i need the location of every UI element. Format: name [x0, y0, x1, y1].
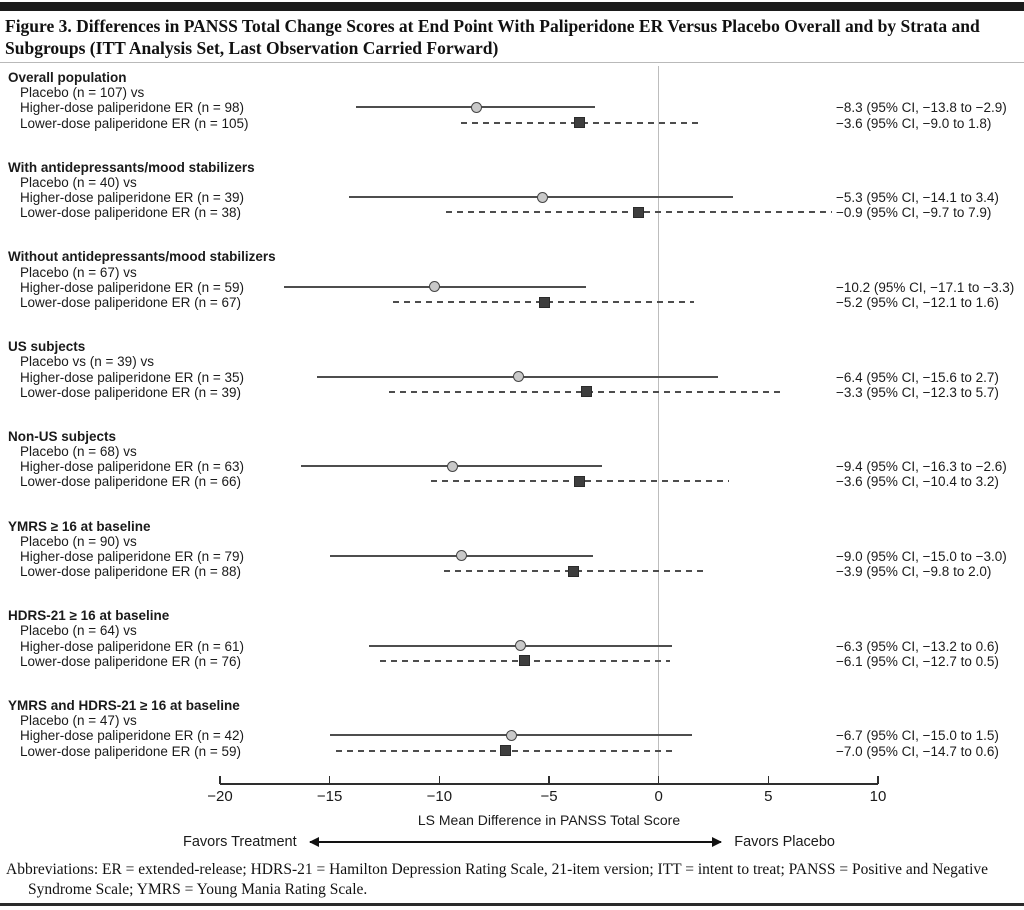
point-estimate-circle: [429, 281, 441, 293]
favors-placebo-label: Favors Placebo: [734, 834, 835, 850]
double-arrow-icon: [308, 837, 722, 846]
comparator-label: Placebo vs (n = 39) vs: [20, 354, 154, 370]
arm-label: Higher-dose paliperidone ER (n = 59): [20, 279, 245, 295]
group-header: With antidepressants/mood stabilizers: [8, 159, 255, 175]
point-estimate-circle: [512, 371, 524, 382]
axis-tick-label: 0: [654, 788, 663, 805]
point-estimate-square: [633, 206, 645, 218]
ci-value-label: −3.3 (95% CI, −12.3 to 5.7): [836, 384, 999, 400]
ci-value-label: −9.0 (95% CI, −15.0 to −3.0): [836, 548, 1007, 564]
ci-value-label: −6.1 (95% CI, −12.7 to 0.5): [836, 653, 999, 669]
arm-label: Lower-dose paliperidone ER (n = 105): [20, 115, 249, 131]
point-estimate-square: [574, 475, 586, 487]
arm-label: Higher-dose paliperidone ER (n = 79): [20, 548, 245, 564]
group-header: Overall population: [8, 70, 127, 85]
arm-label: Higher-dose paliperidone ER (n = 39): [20, 190, 245, 206]
arm-label: Lower-dose paliperidone ER (n = 38): [20, 205, 242, 221]
ci-value-label: −7.0 (95% CI, −14.7 to 0.6): [836, 743, 999, 759]
arm-label: Higher-dose paliperidone ER (n = 63): [20, 459, 245, 475]
point-estimate-circle: [455, 550, 467, 562]
axis-tick-label: −20: [207, 788, 233, 805]
axis-tick-label: 10: [869, 788, 887, 805]
point-estimate-square: [499, 745, 511, 756]
comparator-label: Placebo (n = 40) vs: [20, 174, 137, 190]
ci-value-label: −10.2 (95% CI, −17.1 to −3.3): [836, 279, 1015, 295]
point-estimate-square: [519, 655, 531, 667]
abbreviations-note: Abbreviations: ER = extended-release; HD…: [6, 861, 989, 898]
comparator-label: Placebo (n = 67) vs: [20, 264, 137, 280]
group-header: YMRS ≥ 16 at baseline: [8, 518, 151, 534]
comparator-label: Placebo (n = 90) vs: [20, 533, 137, 549]
group-header: US subjects: [8, 339, 86, 355]
ci-value-label: −8.3 (95% CI, −13.8 to −2.9): [836, 100, 1007, 116]
point-estimate-circle: [506, 729, 518, 741]
ci-value-label: −3.6 (95% CI, −10.4 to 3.2): [836, 474, 999, 490]
ci-value-label: −9.4 (95% CI, −16.3 to −2.6): [836, 459, 1007, 475]
arm-label: Lower-dose paliperidone ER (n = 59): [20, 743, 242, 759]
ci-value-label: −6.4 (95% CI, −15.6 to 2.7): [836, 369, 999, 385]
ci-value-label: −5.2 (95% CI, −12.1 to 1.6): [836, 295, 999, 310]
axis-tick: [767, 775, 770, 784]
title-divider: [0, 62, 1024, 63]
x-axis-title: LS Mean Difference in PANSS Total Score: [417, 812, 681, 828]
ci-value-label: −0.9 (95% CI, −9.7 to 7.9): [836, 205, 992, 221]
point-estimate-square: [567, 565, 579, 577]
group-header: Without antidepressants/mood stabilizers: [8, 249, 276, 265]
reference-line: [657, 66, 660, 783]
ci-value-label: −6.3 (95% CI, −13.2 to 0.6): [836, 638, 999, 654]
axis-tick-label: −5: [540, 788, 558, 805]
ci-value-label: −3.6 (95% CI, −9.0 to 1.8): [836, 115, 992, 131]
group-header: Non-US subjects: [8, 428, 117, 444]
ci-value-label: −6.7 (95% CI, −15.0 to 1.5): [836, 728, 999, 744]
axis-tick: [219, 775, 221, 784]
figure-title: Figure 3. Differences in PANSS Total Cha…: [5, 16, 980, 58]
comparator-label: Placebo (n = 64) vs: [20, 623, 137, 639]
point-estimate-circle: [536, 191, 548, 203]
comparator-label: Placebo (n = 107) vs: [20, 85, 145, 101]
axis-tick-label: −10: [426, 788, 453, 805]
arm-label: Lower-dose paliperidone ER (n = 66): [20, 474, 242, 490]
point-estimate-circle: [514, 640, 526, 652]
point-estimate-square: [539, 296, 551, 308]
favors-row: Favors Treatment Favors Placebo: [183, 834, 835, 850]
comparator-label: Placebo (n = 68) vs: [20, 444, 137, 459]
arm-label: Lower-dose paliperidone ER (n = 67): [20, 295, 242, 310]
axis-tick: [657, 775, 660, 784]
point-estimate-square: [574, 117, 586, 129]
arm-label: Higher-dose paliperidone ER (n = 98): [20, 100, 245, 116]
point-estimate-circle: [471, 101, 483, 113]
arm-label: Higher-dose paliperidone ER (n = 61): [20, 638, 245, 654]
arm-label: Lower-dose paliperidone ER (n = 39): [20, 384, 242, 400]
axis-tick: [438, 775, 441, 784]
x-axis-line: [220, 783, 878, 785]
axis-tick: [877, 775, 879, 784]
axis-tick: [328, 775, 331, 784]
arm-label: Lower-dose paliperidone ER (n = 88): [20, 564, 242, 580]
bottom-rule: [0, 903, 1024, 906]
axis-tick-label: 5: [764, 788, 773, 805]
axis-tick: [548, 775, 550, 784]
point-estimate-square: [580, 386, 592, 398]
arm-label: Higher-dose paliperidone ER (n = 35): [20, 369, 245, 385]
arm-label: Lower-dose paliperidone ER (n = 76): [20, 653, 242, 669]
point-estimate-circle: [446, 460, 458, 472]
top-rule: [0, 2, 1024, 11]
favors-treatment-label: Favors Treatment: [183, 834, 297, 850]
ci-value-label: −3.9 (95% CI, −9.8 to 2.0): [836, 564, 992, 580]
group-header: YMRS and HDRS-21 ≥ 16 at baseline: [8, 697, 240, 713]
ci-value-label: −5.3 (95% CI, −14.1 to 3.4): [836, 190, 999, 206]
axis-tick-label: −15: [316, 788, 343, 805]
comparator-label: Placebo (n = 47) vs: [20, 713, 137, 729]
group-header: HDRS-21 ≥ 16 at baseline: [8, 608, 170, 624]
arm-label: Higher-dose paliperidone ER (n = 42): [20, 728, 245, 744]
